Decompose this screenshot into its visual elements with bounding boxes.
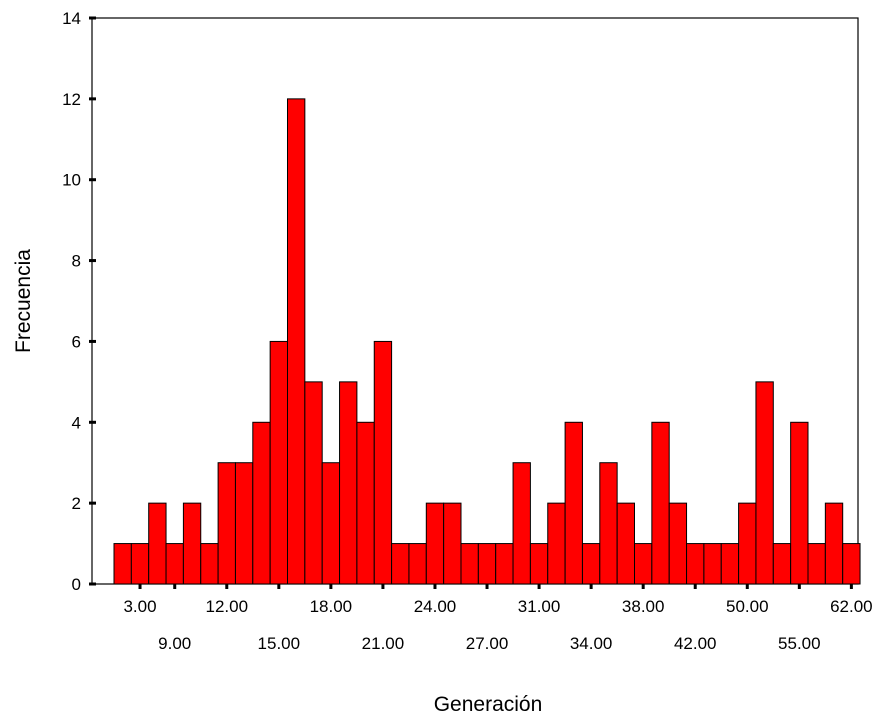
bar-33 (686, 543, 705, 585)
y-tick-label: 8 (72, 252, 81, 271)
bar-13 (339, 381, 358, 585)
x-tick-label: 15.00 (258, 634, 301, 653)
bar-18 (425, 502, 445, 585)
x-axis-title: Generación (434, 693, 543, 716)
bar-32 (668, 502, 688, 585)
bar-23 (512, 462, 531, 585)
bar-38 (772, 543, 792, 585)
x-tick-label: 18.00 (310, 597, 353, 616)
bar-6 (217, 462, 236, 585)
bar-15 (373, 340, 393, 585)
bar-34 (703, 543, 722, 585)
bar-3 (165, 543, 184, 585)
bar-17 (408, 543, 427, 585)
bar-21 (477, 543, 497, 585)
bars-group (113, 98, 861, 585)
bar-41 (824, 502, 844, 585)
x-tick-label: 24.00 (414, 597, 457, 616)
bar-1 (130, 543, 150, 585)
y-tick-label: 2 (72, 494, 81, 513)
x-tick-label: 12.00 (206, 597, 249, 616)
bar-27 (581, 543, 601, 585)
x-tick-label: 9.00 (158, 634, 191, 653)
x-tick-label: 50.00 (726, 597, 769, 616)
bar-24 (529, 543, 549, 585)
bar-35 (720, 543, 740, 585)
x-tick-label: 55.00 (778, 634, 821, 653)
bar-4 (182, 502, 202, 585)
bar-9 (269, 340, 288, 585)
x-tick-label: 62.00 (830, 597, 873, 616)
y-axis-title: Frecuencia (12, 249, 35, 353)
bar-31 (651, 421, 670, 585)
x-tick-label: 34.00 (570, 634, 613, 653)
x-tick-label: 38.00 (622, 597, 665, 616)
bar-20 (460, 543, 479, 585)
bar-7 (234, 462, 254, 585)
bar-19 (443, 502, 462, 585)
y-axis: 0 2 4 6 8 10 12 14 (62, 9, 96, 594)
bar-25 (547, 502, 566, 585)
bar-39 (790, 421, 809, 585)
y-tick-label: 4 (72, 413, 81, 432)
bar-36 (738, 502, 757, 585)
bar-8 (252, 421, 271, 585)
bar-37 (755, 381, 774, 585)
bar-14 (356, 421, 375, 585)
y-tick-label: 6 (72, 332, 81, 351)
y-tick-label: 0 (72, 575, 81, 594)
y-tick-label: 12 (62, 90, 81, 109)
y-tick-label: 10 (62, 171, 81, 190)
y-tick-label: 14 (62, 9, 81, 28)
bar-22 (495, 543, 514, 585)
bar-29 (616, 502, 636, 585)
bar-12 (321, 462, 341, 585)
bar-40 (807, 543, 826, 585)
x-axis: 3.009.00 12.00 15.00 18.00 21.00 24.00 27.00 31… (123, 584, 873, 653)
bar-26 (564, 421, 583, 585)
bar-2 (148, 502, 167, 585)
plot-frame (91, 17, 859, 585)
x-tick-label: 3.00 (123, 597, 156, 616)
bar-30 (634, 543, 653, 585)
x-tick-label: 31.00 (518, 597, 561, 616)
bar-11 (304, 381, 323, 585)
bar-28 (599, 462, 618, 585)
bar-42 (842, 543, 861, 585)
x-tick-label: 21.00 (362, 634, 405, 653)
bar-16 (391, 543, 410, 585)
bar-5 (200, 543, 219, 585)
x-tick-label: 27.00 (466, 634, 509, 653)
bar-10 (287, 98, 306, 585)
bar-0 (113, 543, 132, 585)
x-tick-label: 42.00 (674, 634, 717, 653)
